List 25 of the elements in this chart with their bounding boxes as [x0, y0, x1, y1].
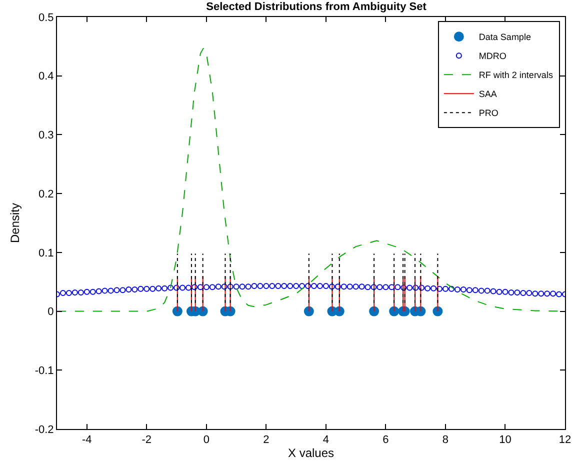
y-tick-label: 0.3 [38, 130, 54, 142]
x-tick-label: 10 [499, 434, 512, 446]
x-tick-label: -2 [142, 434, 152, 446]
legend-label: RF with 2 intervals [478, 70, 554, 80]
x-tick-label: 8 [442, 434, 449, 446]
y-tick-label: 0.5 [38, 12, 54, 24]
y-tick-label: 0.2 [38, 188, 54, 200]
x-tick-label: 12 [558, 434, 572, 446]
y-axis-title: Density [8, 202, 22, 244]
legend-label: PRO [478, 108, 498, 118]
chart-title: Selected Distributions from Ambiguity Set [206, 1, 427, 14]
x-tick-label: 0 [203, 434, 210, 446]
y-tick-label: -0.1 [34, 364, 54, 377]
x-tick-label: 6 [382, 434, 389, 446]
y-tick-label: 0.4 [38, 70, 54, 83]
x-axis-title: X values [288, 446, 334, 460]
x-tick-label: -4 [82, 434, 92, 446]
legend-label: SAA [478, 89, 497, 100]
x-tick-label: 2 [263, 434, 270, 446]
y-tick-label: 0.1 [38, 247, 54, 260]
legend-label: MDRO [478, 51, 506, 62]
legend-label: Data Sample [478, 32, 531, 42]
y-tick-label: -0.2 [34, 424, 54, 436]
y-tick-label: 0 [48, 306, 54, 318]
x-tick-label: 4 [322, 434, 330, 446]
